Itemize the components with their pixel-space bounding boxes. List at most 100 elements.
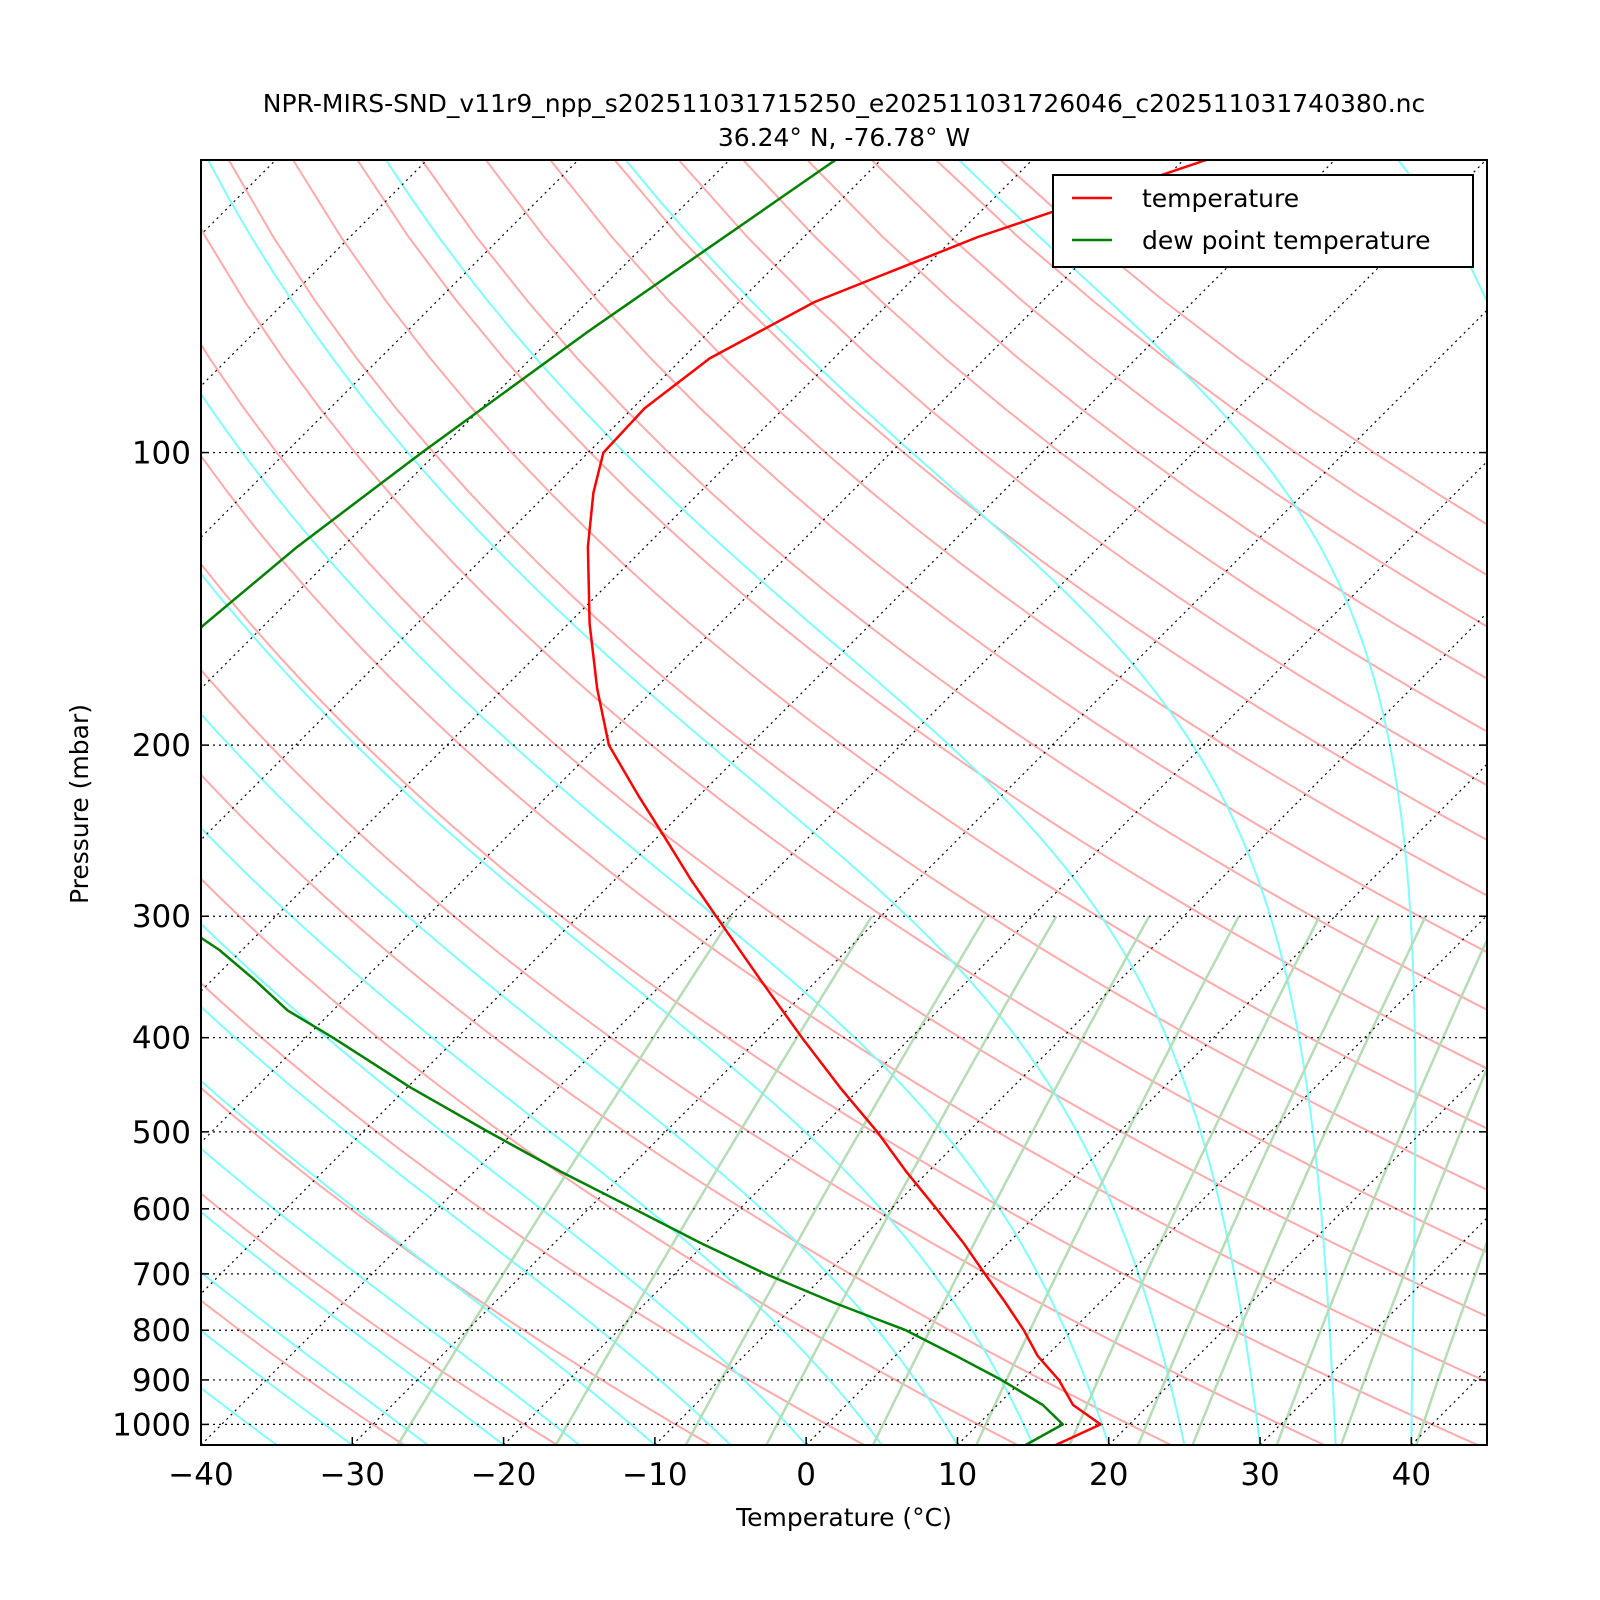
dry-adiabat: [420, 160, 1487, 1011]
dry-adiabat: [201, 562, 1479, 1445]
dry-adiabat: [806, 160, 1487, 680]
dry-adiabat: [201, 342, 1487, 1318]
legend-label-temperature: temperature: [1142, 184, 1299, 213]
y-tick-label: 200: [132, 728, 191, 764]
moist-adiabat: [201, 1210, 505, 1445]
x-tick-label: −30: [320, 1457, 385, 1493]
x-tick-label: 10: [938, 1457, 977, 1493]
dewpoint-line: [201, 160, 1065, 1445]
x-tick-label: −10: [622, 1457, 687, 1493]
moist-adiabat: [625, 160, 1337, 1445]
chart-title: NPR-MIRS-SND_v11r9_npp_s202511031715250_…: [263, 89, 1426, 118]
moist-adiabat: [201, 392, 1110, 1445]
y-tick-label: 800: [132, 1313, 191, 1349]
legend-box: [1052, 174, 1474, 268]
temperature-line: [586, 160, 1207, 1445]
mixing-ratio-line: [1275, 937, 1487, 1445]
isotherm: [201, 160, 1184, 1144]
dry-adiabat: [201, 1086, 712, 1445]
dry-adiabat: [871, 160, 1487, 628]
dry-adiabat: [549, 160, 1487, 897]
legend: temperature dew point temperature: [1052, 174, 1474, 268]
dry-adiabat: [935, 160, 1487, 577]
isotherm: [805, 763, 1487, 1445]
mixing-ratio-line: [1191, 915, 1427, 1445]
axis-ticks: −40 −30 −20 −10 0 10 20 30 40 100 200 300 400 500 600 7…: [112, 436, 1487, 1493]
x-axis-label: Temperature (°C): [735, 1503, 952, 1532]
y-tick-label: 1000: [112, 1407, 191, 1443]
y-tick-label: 400: [132, 1021, 191, 1057]
x-tick-label: 20: [1089, 1457, 1128, 1493]
x-tick-label: 0: [796, 1457, 816, 1493]
isotherm: [201, 160, 1336, 1295]
plot-frame: [200, 159, 1488, 1446]
y-tick-label: 600: [132, 1192, 191, 1228]
mixing-ratio-line: [1415, 1238, 1487, 1445]
moist-adiabat: [207, 160, 1186, 1445]
dry-adiabat: [201, 981, 865, 1445]
moist-adiabat: [201, 572, 1035, 1445]
moist-adiabat: [201, 1005, 732, 1445]
y-tick-label: 300: [132, 899, 191, 935]
y-axis-label: Pressure (mbar): [65, 704, 94, 904]
moist-adiabat: [201, 1386, 278, 1445]
isotherm: [201, 160, 882, 841]
isotherm: [654, 612, 1487, 1445]
moist-adiabat: [201, 1329, 353, 1445]
x-tick-label: −20: [471, 1457, 536, 1493]
dry-adiabat: [201, 773, 1172, 1445]
isotherm: [957, 914, 1487, 1445]
moist-adiabat: [201, 922, 807, 1445]
mixing-ratio-line: [396, 915, 734, 1445]
y-tick-label: 900: [132, 1363, 191, 1399]
chart-subtitle: 36.24° N, -76.78° W: [718, 123, 970, 152]
mixing-ratio-line: [1136, 915, 1380, 1445]
y-tick-label: 100: [132, 436, 191, 472]
dry-adiabat: [201, 1299, 405, 1445]
dry-adiabat: [201, 454, 1487, 1383]
mixing-ratio-line: [684, 915, 987, 1445]
moist-adiabat: [0, 160, 125, 1445]
x-tick-label: 30: [1240, 1457, 1279, 1493]
moist-adiabat: [201, 1443, 202, 1445]
moist-adiabat: [958, 160, 1417, 1445]
dry-adiabat: [201, 877, 1019, 1445]
dry-adiabat: [356, 160, 1487, 1070]
dry-adiabat: [201, 226, 1487, 1254]
moist-adiabat: [385, 160, 1262, 1445]
dry-adiabat: [292, 160, 1487, 1130]
dry-adiabat: [678, 160, 1487, 787]
isotherm: [1410, 1368, 1487, 1445]
moist-adiabat: [201, 1270, 429, 1445]
isotherm: [201, 160, 730, 690]
isotherm: [0, 160, 124, 1445]
x-tick-label: 40: [1392, 1457, 1431, 1493]
isotherm: [201, 160, 277, 236]
dry-adiabat: [613, 160, 1487, 842]
mixing-ratio-line: [1068, 915, 1321, 1445]
isotherm: [1563, 160, 1600, 1445]
gridlines: [0, 160, 1600, 1445]
isotherm: [1259, 1217, 1487, 1445]
dry-adiabat: [201, 668, 1325, 1445]
y-tick-label: 700: [132, 1257, 191, 1293]
mixing-ratio-line: [1340, 1065, 1487, 1445]
moist-adiabat: [201, 826, 883, 1445]
data-series: [201, 160, 1207, 1445]
x-tick-label: −40: [168, 1457, 233, 1493]
mixing-ratio-line: [871, 915, 1151, 1445]
moist-adiabat: [201, 1079, 656, 1445]
dry-adiabat: [227, 160, 1487, 1191]
mixing-ratio-line: [765, 915, 1058, 1445]
mixing-ratio-line: [975, 915, 1241, 1445]
mixing-ratio-line: [554, 915, 873, 1445]
isotherm: [201, 160, 1487, 1445]
dry-adiabat: [742, 160, 1487, 733]
y-tick-label: 500: [132, 1115, 191, 1151]
dry-adiabat: [999, 160, 1487, 526]
dry-adiabat: [485, 160, 1487, 954]
background-lines: [0, 160, 1487, 1445]
moist-adiabat: [201, 1147, 580, 1445]
legend-label-dew-point: dew point temperature: [1142, 226, 1431, 255]
